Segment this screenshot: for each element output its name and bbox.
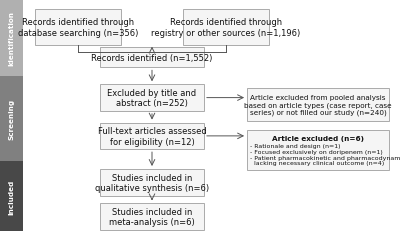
Text: Records identified through
registry or other sources (n=1,196): Records identified through registry or o… <box>151 18 301 37</box>
Bar <box>0 0 23 76</box>
FancyBboxPatch shape <box>100 169 204 196</box>
Bar <box>0 162 23 231</box>
FancyBboxPatch shape <box>247 130 389 170</box>
FancyBboxPatch shape <box>100 123 204 150</box>
FancyBboxPatch shape <box>35 10 121 46</box>
Text: Included: Included <box>9 179 15 214</box>
Text: Studies included in
meta-analysis (n=6): Studies included in meta-analysis (n=6) <box>109 207 195 226</box>
FancyBboxPatch shape <box>100 85 204 112</box>
FancyBboxPatch shape <box>100 203 204 230</box>
Bar <box>0 76 23 162</box>
Text: Records identified through
database searching (n=356): Records identified through database sear… <box>18 18 138 37</box>
Text: Excluded by title and
abstract (n=252): Excluded by title and abstract (n=252) <box>108 88 196 108</box>
Text: Records identified (n=1,552): Records identified (n=1,552) <box>91 53 213 62</box>
Text: Article excluded from pooled analysis
based on article types (case report, case
: Article excluded from pooled analysis ba… <box>244 95 392 116</box>
Text: Studies included in
qualitative synthesis (n=6): Studies included in qualitative synthesi… <box>95 173 209 192</box>
Text: Screening: Screening <box>9 98 15 140</box>
Text: Identification: Identification <box>9 11 15 66</box>
FancyBboxPatch shape <box>247 88 389 122</box>
FancyBboxPatch shape <box>183 10 269 46</box>
Text: Article excluded (n=6): Article excluded (n=6) <box>272 136 364 142</box>
Text: Full-text articles assessed
for eligibility (n=12): Full-text articles assessed for eligibil… <box>98 127 206 146</box>
FancyBboxPatch shape <box>100 47 204 68</box>
Text: - Rationale and design (n=1)
- Focused exclusively on doripenem (n=1)
- Patient : - Rationale and design (n=1) - Focused e… <box>250 143 400 166</box>
